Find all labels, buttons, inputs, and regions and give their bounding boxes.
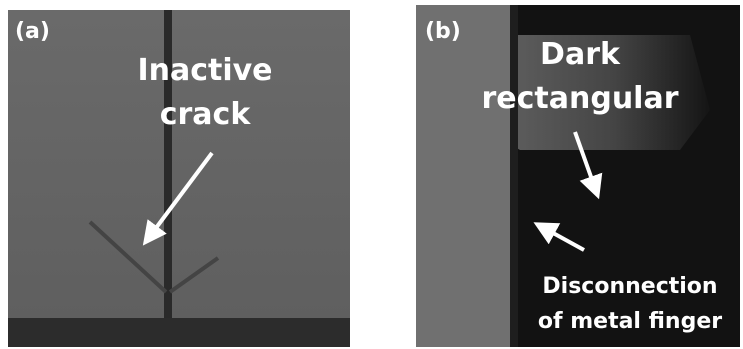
- annotation: Disconnection: [542, 274, 717, 299]
- annotation: rectangular: [481, 81, 678, 116]
- panel-a: (a) Inactive crack: [8, 10, 350, 347]
- bright-area: [416, 5, 516, 347]
- edge: [8, 318, 350, 347]
- annotation: Inactive: [137, 53, 272, 88]
- finger: [510, 5, 518, 347]
- panel-label: (b): [425, 19, 461, 44]
- annotation: crack: [160, 97, 252, 132]
- figure: (a) Inactive crack (b) Dark rectangular …: [0, 0, 743, 349]
- panel-b: (b) Dark rectangular Disconnection of me…: [416, 5, 740, 347]
- annotation: Dark: [540, 37, 621, 72]
- panel-label: (a): [15, 19, 50, 44]
- annotation: of metal finger: [538, 309, 722, 334]
